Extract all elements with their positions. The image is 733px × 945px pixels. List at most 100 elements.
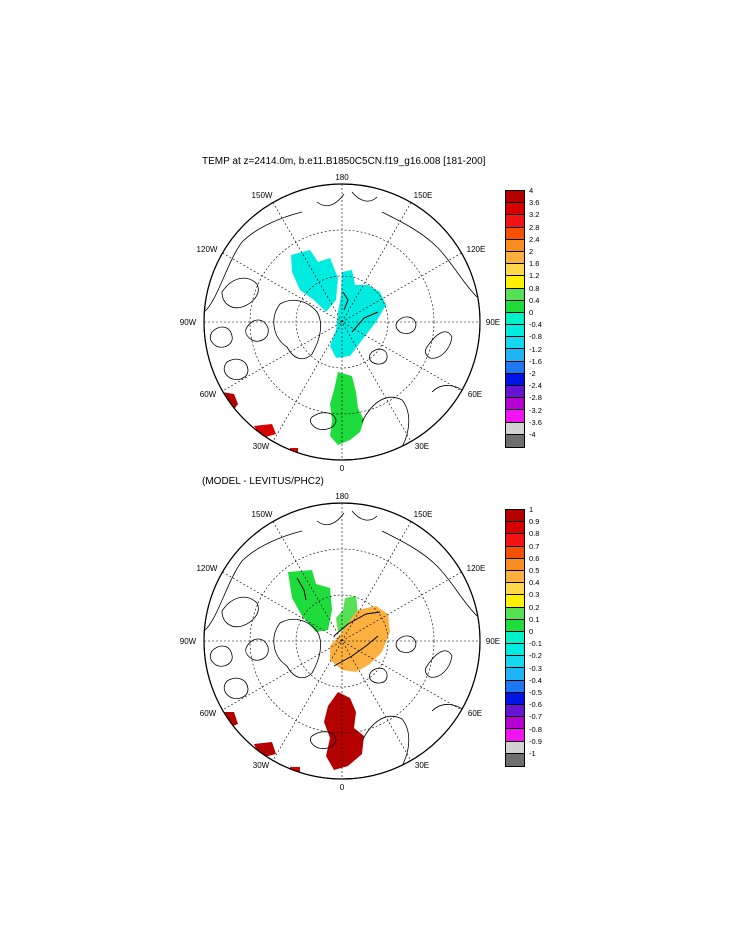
panel-2-lon-90e: 90E	[486, 637, 500, 646]
panel-2-lon-120w: 120W	[197, 564, 218, 573]
colorbar-label: 2	[529, 247, 534, 256]
panel-1-field-green	[330, 372, 364, 445]
panel-1-lon-120e: 120E	[467, 245, 486, 254]
colorbar-swatch	[506, 288, 524, 301]
colorbar-label: -0.7	[529, 712, 542, 722]
panel-1-map: 180 150W 150E 120W 120E 90W 90E 60W 60E …	[180, 173, 500, 473]
colorbar-label: 0	[529, 627, 534, 636]
colorbar-swatch	[506, 644, 524, 657]
colorbar-label: 0.2	[529, 602, 540, 612]
colorbar-label: 1	[529, 505, 534, 514]
panel-2-field-orange	[330, 606, 390, 672]
colorbar-swatch	[506, 239, 524, 252]
colorbar-label: -1.2	[529, 344, 542, 354]
colorbar-label: 2.4	[529, 234, 540, 244]
colorbar-swatch	[506, 522, 524, 535]
colorbar-label: 0	[529, 308, 534, 317]
colorbar-swatch	[506, 570, 524, 584]
colorbar-label: -4	[529, 430, 536, 439]
colorbar-label: 0.7	[529, 541, 540, 551]
panel-1-lon-30w: 30W	[253, 442, 270, 451]
colorbar-swatch	[506, 668, 524, 681]
colorbar-swatch	[506, 595, 524, 608]
panel-1-lon-150e: 150E	[414, 191, 433, 200]
colorbar-swatch	[506, 337, 524, 350]
colorbar-label: -0.4	[529, 675, 542, 685]
colorbar-swatch	[506, 312, 524, 326]
panel-2-lon-150w: 150W	[252, 510, 273, 519]
colorbar-label: -1	[529, 749, 536, 758]
colorbar-label: -0.8	[529, 332, 542, 342]
panel-1-lon-30e: 30E	[415, 442, 429, 451]
colorbar-label: -0.9	[529, 736, 542, 746]
colorbar-swatch	[506, 398, 524, 411]
colorbar-label: 1.2	[529, 271, 540, 281]
colorbar-swatch	[506, 386, 524, 399]
colorbar-swatch	[506, 325, 524, 338]
panel-2-lon-0: 0	[340, 783, 345, 792]
colorbar-swatch	[506, 546, 524, 559]
colorbar-swatch	[506, 410, 524, 423]
colorbar-label: 0.4	[529, 295, 540, 305]
panel-1-lon-180: 180	[335, 173, 349, 182]
colorbar-swatch	[506, 510, 524, 523]
colorbar-label: 3.2	[529, 210, 540, 220]
colorbar-swatch	[506, 656, 524, 669]
panel-1-field-cyan-upper	[291, 250, 338, 312]
panel-1-lon-90w: 90W	[180, 318, 197, 327]
colorbar-label: -0.6	[529, 700, 542, 710]
panel-2-lon-30w: 30W	[253, 761, 270, 770]
colorbar-swatch	[506, 276, 524, 289]
colorbar-label: 0.6	[529, 553, 540, 563]
colorbar-label: 3.6	[529, 198, 540, 208]
colorbar-label: -0.1	[529, 639, 542, 649]
colorbar-swatch	[506, 558, 524, 571]
colorbar-label: -3.6	[529, 417, 542, 427]
colorbar-label: -2	[529, 369, 536, 378]
colorbar-label: 4	[529, 186, 534, 195]
colorbar-label: 0.4	[529, 578, 540, 588]
colorbar-label: -0.8	[529, 724, 542, 734]
colorbar-swatch	[506, 631, 524, 645]
panel-1-field-red-b	[254, 424, 276, 438]
colorbar-label: 0.3	[529, 590, 540, 600]
colorbar-swatch	[506, 422, 524, 435]
colorbar-label: -3.2	[529, 405, 542, 415]
panel-1-title: TEMP at z=2414.0m, b.e11.B1850C5CN.f19_g…	[202, 156, 486, 167]
colorbar-swatch	[506, 619, 524, 632]
colorbar-swatch	[506, 741, 524, 754]
panel-2-field-darkred	[324, 692, 364, 770]
colorbar-swatch	[506, 434, 524, 447]
colorbar-swatch	[506, 203, 524, 216]
panel-2-lon-90w: 90W	[180, 637, 197, 646]
colorbar-swatch	[506, 753, 524, 766]
colorbar-label: -0.5	[529, 688, 542, 697]
colorbar-swatch	[506, 729, 524, 742]
colorbar-swatch	[506, 349, 524, 362]
panel-1-lon-150w: 150W	[252, 191, 273, 200]
panel-2-lon-180: 180	[335, 492, 349, 501]
colorbar-swatch	[506, 373, 524, 386]
panel-2-lon-120e: 120E	[467, 564, 486, 573]
colorbar-label: -0.2	[529, 651, 542, 661]
colorbar-label: 0.8	[529, 529, 540, 539]
colorbar-swatch	[506, 251, 524, 265]
colorbar-swatch	[506, 361, 524, 374]
colorbar-label: 2.8	[529, 222, 540, 232]
colorbar-swatch	[506, 680, 524, 693]
colorbar-label: 0.1	[529, 614, 540, 624]
colorbar-swatch	[506, 191, 524, 204]
colorbar-label: 1.6	[529, 259, 540, 269]
colorbar-swatch	[506, 264, 524, 277]
panel-2-colorbar	[505, 509, 525, 767]
colorbar-label: -1.6	[529, 356, 542, 366]
panel-2-title: (MODEL - LEVITUS/PHC2)	[202, 476, 324, 487]
panel-2-lon-60w: 60W	[200, 709, 217, 718]
panel-2-map: 180 150W 150E 120W 120E 90W 90E 60W 60E …	[180, 492, 500, 792]
panel-1-lon-90e: 90E	[486, 318, 500, 327]
panel-1-lon-60w: 60W	[200, 390, 217, 399]
panel-1-colorbar	[505, 190, 525, 448]
panel-1-lon-120w: 120W	[197, 245, 218, 254]
colorbar-swatch	[506, 583, 524, 596]
